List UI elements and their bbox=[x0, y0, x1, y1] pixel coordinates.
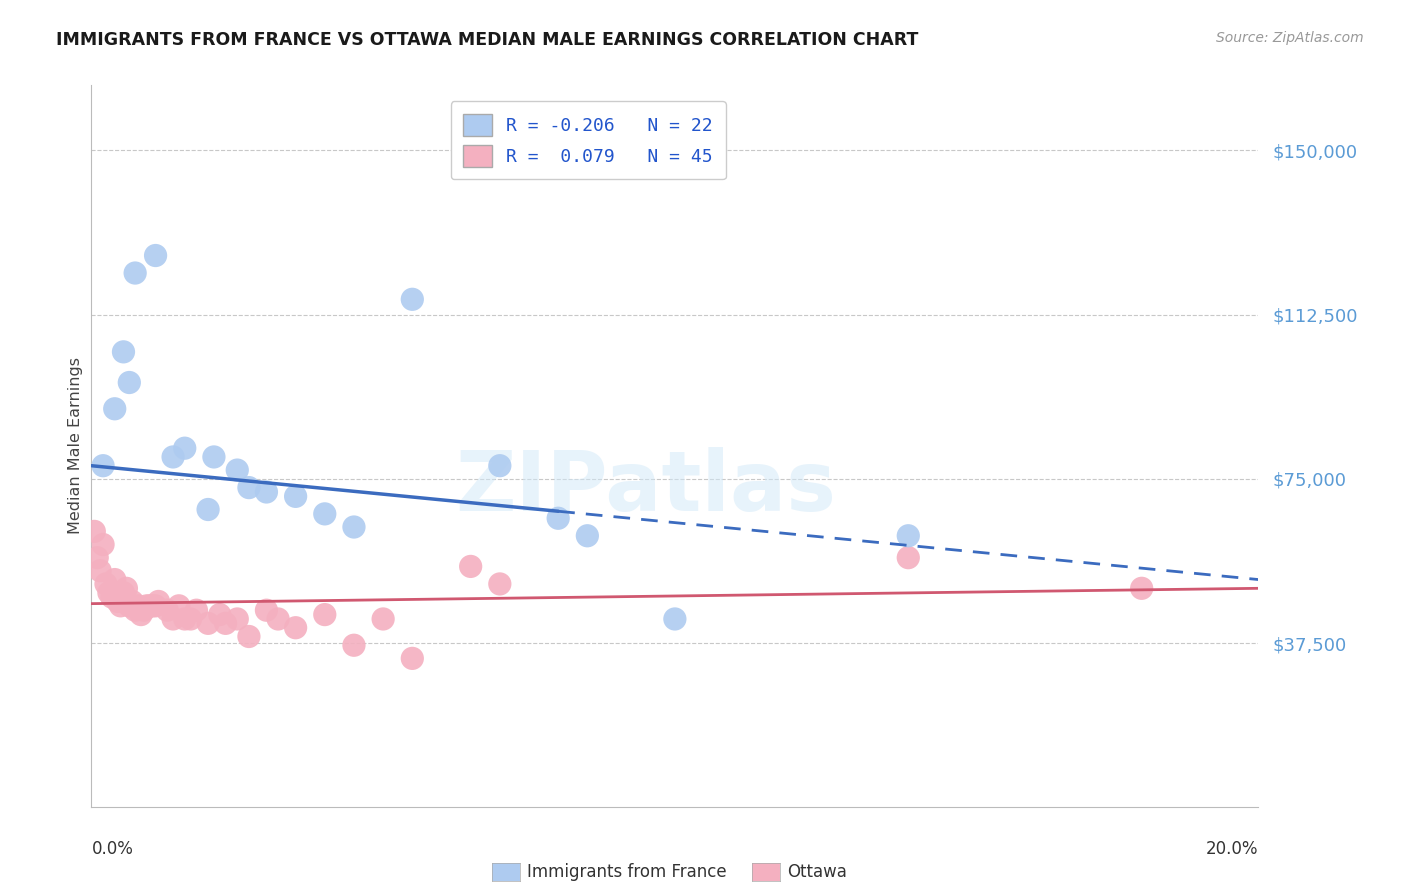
Point bbox=[83, 524, 105, 539]
Point bbox=[238, 630, 260, 644]
Text: 20.0%: 20.0% bbox=[1206, 839, 1258, 858]
Legend: R = -0.206   N = 22, R =  0.079   N = 45: R = -0.206 N = 22, R = 0.079 N = 45 bbox=[450, 101, 725, 179]
Point bbox=[97, 585, 120, 599]
Point bbox=[214, 616, 236, 631]
Point bbox=[112, 344, 135, 359]
Text: Immigrants from France: Immigrants from France bbox=[527, 863, 727, 881]
Point bbox=[186, 603, 208, 617]
Point bbox=[226, 612, 249, 626]
Text: Source: ZipAtlas.com: Source: ZipAtlas.com bbox=[1216, 31, 1364, 45]
Point bbox=[238, 481, 260, 495]
Point bbox=[202, 450, 225, 464]
Point bbox=[121, 594, 143, 608]
Point bbox=[343, 520, 366, 534]
Point bbox=[91, 458, 114, 473]
Text: ZIPatlas: ZIPatlas bbox=[456, 447, 837, 528]
Point bbox=[1130, 582, 1153, 596]
Text: Ottawa: Ottawa bbox=[787, 863, 848, 881]
Point bbox=[101, 590, 124, 604]
Point bbox=[256, 485, 278, 500]
Point bbox=[104, 401, 127, 416]
Point bbox=[142, 599, 165, 613]
Point bbox=[173, 612, 195, 626]
Point bbox=[197, 502, 219, 516]
Point bbox=[110, 599, 132, 613]
Point bbox=[135, 599, 157, 613]
Point bbox=[173, 441, 195, 455]
Point bbox=[284, 621, 307, 635]
Point bbox=[156, 603, 179, 617]
Point bbox=[112, 585, 135, 599]
Point bbox=[267, 612, 290, 626]
Point bbox=[104, 573, 127, 587]
Point bbox=[138, 599, 162, 613]
Point bbox=[897, 550, 920, 565]
Point bbox=[86, 550, 108, 565]
Point bbox=[91, 537, 114, 551]
Point bbox=[489, 458, 512, 473]
Point bbox=[94, 577, 117, 591]
Point bbox=[145, 248, 167, 262]
Point bbox=[148, 594, 170, 608]
Y-axis label: Median Male Earnings: Median Male Earnings bbox=[67, 358, 83, 534]
Point bbox=[401, 293, 423, 307]
Point bbox=[314, 507, 336, 521]
Text: 0.0%: 0.0% bbox=[91, 839, 134, 858]
Point bbox=[401, 651, 423, 665]
Point bbox=[89, 564, 111, 578]
Text: IMMIGRANTS FROM FRANCE VS OTTAWA MEDIAN MALE EARNINGS CORRELATION CHART: IMMIGRANTS FROM FRANCE VS OTTAWA MEDIAN … bbox=[56, 31, 918, 49]
Point bbox=[162, 450, 184, 464]
Point bbox=[180, 612, 202, 626]
Point bbox=[284, 489, 307, 503]
Point bbox=[115, 582, 138, 596]
Point bbox=[664, 612, 686, 626]
Point bbox=[167, 599, 190, 613]
Point bbox=[118, 376, 141, 390]
Point bbox=[576, 529, 599, 543]
Point bbox=[162, 612, 184, 626]
Point bbox=[343, 638, 366, 652]
Point bbox=[208, 607, 231, 622]
Point bbox=[118, 599, 141, 613]
Point bbox=[127, 599, 149, 613]
Point bbox=[132, 603, 155, 617]
Point bbox=[197, 616, 219, 631]
Point bbox=[107, 594, 129, 608]
Point bbox=[256, 603, 278, 617]
Point bbox=[129, 607, 152, 622]
Point bbox=[124, 266, 146, 280]
Point bbox=[314, 607, 336, 622]
Point bbox=[226, 463, 249, 477]
Point bbox=[489, 577, 512, 591]
Point bbox=[460, 559, 482, 574]
Point bbox=[371, 612, 394, 626]
Point bbox=[124, 603, 146, 617]
Point bbox=[897, 529, 920, 543]
Point bbox=[145, 599, 167, 613]
Point bbox=[547, 511, 569, 525]
